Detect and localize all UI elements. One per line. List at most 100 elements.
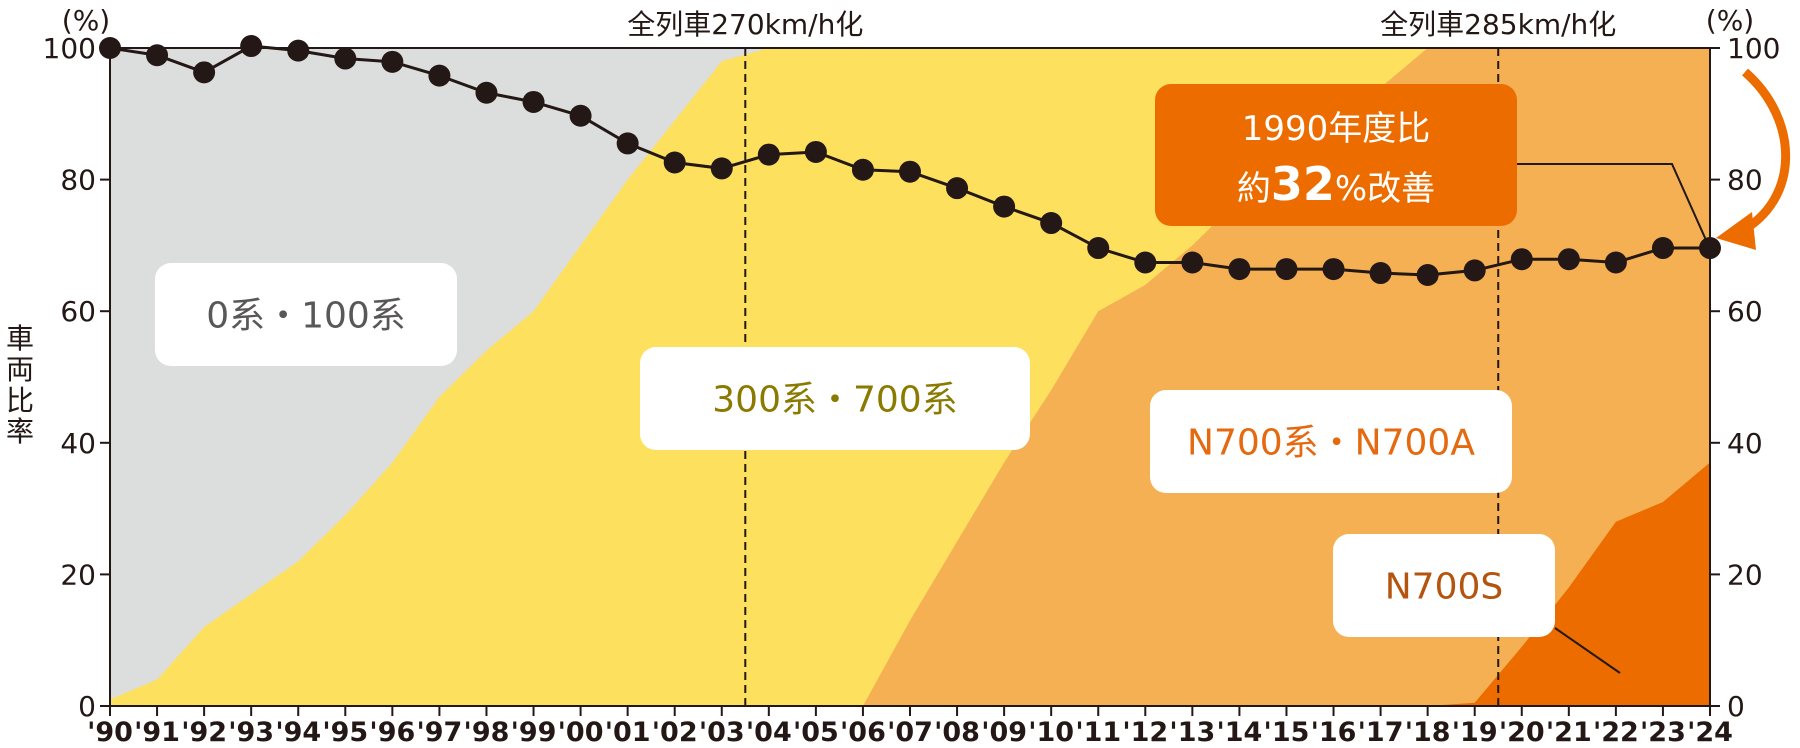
energy-point — [851, 158, 874, 181]
x-tick-label: '03 — [699, 717, 745, 744]
x-tick-label: '92 — [181, 717, 227, 744]
callout-box — [1155, 84, 1517, 226]
energy-point — [899, 160, 921, 183]
x-tick-label: '08 — [934, 717, 980, 744]
x-tick-label: '91 — [134, 717, 180, 744]
x-tick-label: '97 — [416, 717, 462, 744]
energy-point — [99, 37, 121, 59]
x-tick-label: '19 — [1452, 717, 1498, 744]
energy-point — [1040, 212, 1063, 235]
x-tick-label: '18 — [1405, 717, 1451, 744]
left-y-tick-label: 80 — [60, 164, 96, 197]
callout-prefix: 約 — [1237, 169, 1271, 209]
right-y-unit: (%) — [1706, 4, 1754, 37]
energy-point — [663, 151, 686, 174]
energy-point — [1651, 237, 1674, 260]
energy-point — [1275, 258, 1298, 281]
left-y-tick-label: 20 — [60, 558, 96, 591]
x-tick-label: '99 — [511, 717, 557, 744]
x-tick-label: '12 — [1122, 717, 1168, 744]
x-tick-label: '11 — [1075, 717, 1121, 744]
axis-texts: 全列車270km/h化 全列車285km/h化 0 0 20 20 40 40 60 60 80 80… — [6, 4, 1780, 748]
energy-point — [1510, 248, 1533, 271]
area-label-box — [640, 347, 1030, 450]
y-axis-label-char: 車 — [6, 322, 34, 355]
right-y-tick-label: 60 — [1727, 295, 1763, 328]
x-tick-label: '21 — [1546, 717, 1592, 744]
x-tick-label: '96 — [369, 717, 415, 744]
area-label-box — [1150, 390, 1512, 493]
x-tick-label: '98 — [464, 717, 510, 744]
speed-annotation-label: 全列車285km/h化 — [1380, 8, 1616, 41]
energy-point — [240, 35, 263, 58]
energy-point — [757, 143, 780, 166]
energy-point — [804, 140, 827, 163]
x-tick-label: '00 — [558, 717, 604, 744]
x-tick-label: '16 — [1311, 717, 1357, 744]
energy-point — [146, 44, 169, 67]
energy-point — [616, 132, 639, 155]
x-tick-label: '93 — [228, 717, 274, 744]
energy-point — [1463, 259, 1486, 282]
energy-point — [946, 177, 969, 200]
x-tick-label: '13 — [1169, 717, 1215, 744]
energy-point — [287, 39, 310, 62]
energy-point — [381, 50, 404, 73]
energy-point — [1228, 258, 1251, 281]
left-y-tick-label: 100 — [43, 32, 96, 65]
x-tick-label: '94 — [275, 717, 321, 744]
left-y-tick-label: 40 — [60, 427, 96, 460]
x-tick-label: '09 — [981, 717, 1027, 744]
energy-point — [569, 104, 592, 127]
energy-point — [1087, 237, 1110, 260]
right-y-tick-label: 80 — [1727, 164, 1763, 197]
energy-point — [334, 47, 357, 70]
right-y-tick-label: 20 — [1727, 558, 1763, 591]
x-tick-label: '07 — [887, 717, 933, 744]
x-tick-label: '15 — [1264, 717, 1310, 744]
callout-number: 32 — [1271, 157, 1335, 211]
axes — [100, 47, 1720, 716]
x-tick-label: '90 — [87, 717, 133, 744]
left-y-tick-label: 0 — [78, 690, 96, 723]
energy-point — [1181, 251, 1204, 274]
area-label-text: N700系・N700A — [1187, 423, 1475, 464]
area-label-text: N700S — [1385, 567, 1504, 608]
x-tick-label: '17 — [1358, 717, 1404, 744]
x-tick-label: '02 — [652, 717, 698, 744]
energy-point — [993, 195, 1016, 218]
left-y-unit: (%) — [62, 4, 110, 37]
right-y-tick-label: 0 — [1727, 690, 1745, 723]
energy-point — [1557, 248, 1580, 271]
callout-line1: 1990年度比 — [1242, 109, 1431, 149]
energy-point — [1369, 262, 1392, 285]
x-tick-label: '23 — [1640, 717, 1686, 744]
energy-point — [1322, 258, 1345, 281]
callout-leader-line — [1517, 163, 1707, 241]
area-labels: 0系・100系 300系・700系 N700系・N700A N700S — [155, 263, 1621, 674]
x-tick-label: '14 — [1216, 717, 1262, 744]
x-tick-label: '01 — [605, 717, 651, 744]
area-label-text: 0系・100系 — [206, 296, 406, 337]
x-tick-label: '22 — [1593, 717, 1639, 744]
area-label-box — [1333, 534, 1555, 637]
left-y-tick-label: 60 — [60, 295, 96, 328]
energy-point — [1604, 251, 1627, 274]
energy-point — [1134, 251, 1157, 274]
speed-annotation-label: 全列車270km/h化 — [627, 8, 863, 41]
x-tick-label: '24 — [1687, 717, 1733, 744]
improvement-arrow-head — [1716, 212, 1756, 250]
callout-suffix: %改善 — [1335, 169, 1435, 209]
x-tick-label: '20 — [1499, 717, 1545, 744]
callout-line2: 約32%改善 — [1237, 157, 1435, 211]
improvement-arrow-curve — [1737, 68, 1791, 236]
right-y-tick-label: 40 — [1727, 427, 1763, 460]
energy-point — [428, 64, 451, 87]
x-tick-label: '06 — [840, 717, 886, 744]
energy-point — [475, 81, 498, 104]
area-label-text: 300系・700系 — [712, 380, 957, 421]
right-y-tick-label: 100 — [1727, 32, 1780, 65]
